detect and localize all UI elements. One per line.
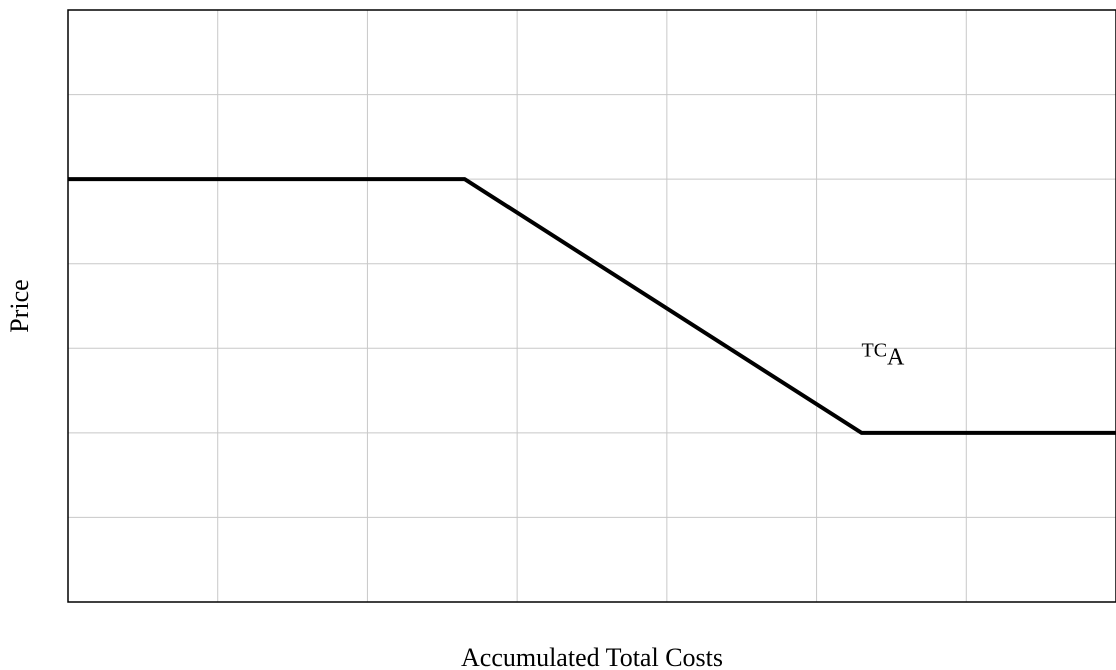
chart-grid xyxy=(68,10,1116,602)
series-line-0 xyxy=(68,177,1116,435)
annotation-subscript: A xyxy=(887,345,905,371)
tc-a-annotation: TCA xyxy=(861,340,905,371)
plot-frame xyxy=(67,9,1116,603)
x-axis-label: Accumulated Total Costs xyxy=(461,643,723,670)
annotation-main-text: TC xyxy=(861,340,887,362)
y-axis-label: Price xyxy=(5,279,34,332)
series-layer xyxy=(68,177,1116,435)
